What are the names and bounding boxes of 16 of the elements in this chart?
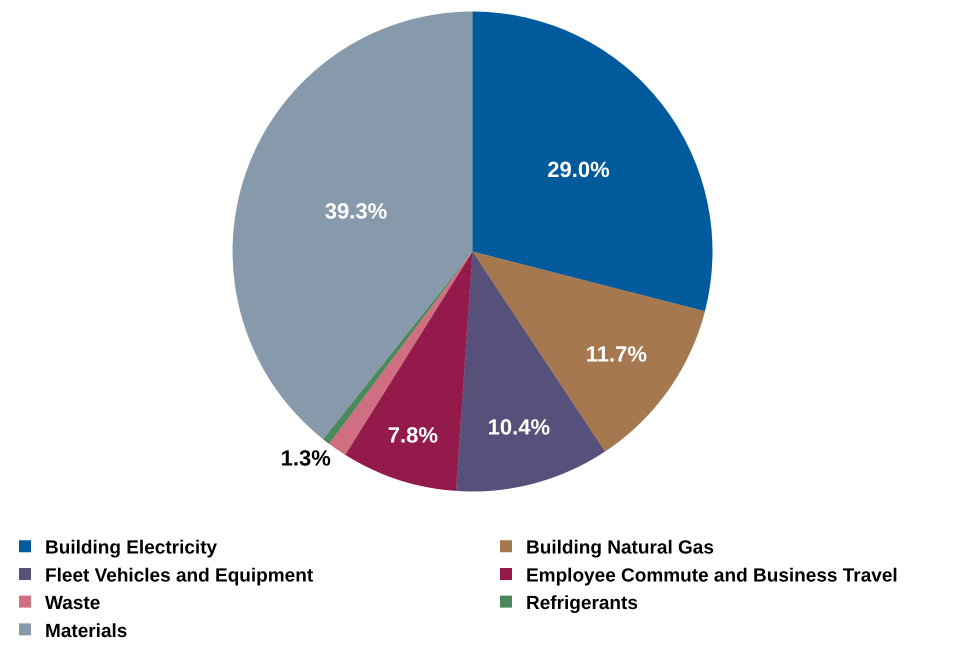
pie-slice <box>345 252 473 491</box>
data-label: 11.7% <box>586 341 647 366</box>
pie-slice <box>472 252 705 452</box>
legend-label: Fleet Vehicles and Equipment <box>45 565 314 586</box>
data-label: 29.0% <box>547 156 610 182</box>
legend-label: Building Natural Gas <box>526 538 714 559</box>
pie-slice <box>472 12 712 312</box>
data-label: 10.4% <box>488 414 550 440</box>
data-label: 1.3% <box>280 446 331 471</box>
data-label: 39.3% <box>324 198 388 224</box>
legend-label: Materials <box>45 620 128 642</box>
legend-label: Refrigerants <box>526 593 638 614</box>
legend-label: Waste <box>45 593 100 614</box>
data-label: 7.8% <box>388 422 438 448</box>
legend-label: Building Electricity <box>45 538 218 559</box>
legend-label: Employee Commute and Business Travel <box>526 565 898 586</box>
